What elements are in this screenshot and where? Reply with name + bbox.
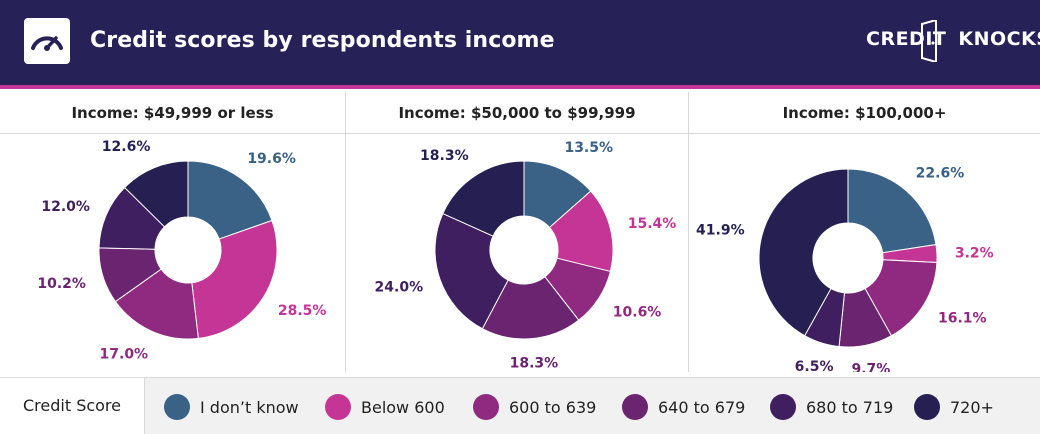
donut-slice bbox=[191, 219, 278, 339]
data-label: 13.5% bbox=[564, 140, 613, 156]
data-label: 16.1% bbox=[938, 311, 987, 327]
legend-swatch bbox=[164, 394, 190, 420]
legend-label: 680 to 719 bbox=[806, 397, 894, 417]
speedometer-icon bbox=[24, 18, 70, 64]
donut-slice bbox=[123, 160, 189, 228]
data-label: 6.5% bbox=[795, 359, 834, 372]
panel-divider bbox=[345, 92, 346, 372]
data-label: 24.0% bbox=[375, 280, 424, 296]
donut-slice bbox=[114, 268, 199, 340]
data-label: 18.3% bbox=[420, 148, 469, 164]
legend-item-600-639: 600 to 639 bbox=[473, 394, 596, 420]
legend: Credit Score I don’t know Below 600 600 … bbox=[0, 377, 1040, 434]
brand-left: CREDIT bbox=[866, 28, 947, 50]
accent-stripe bbox=[0, 85, 1040, 89]
brand-logo: CREDIT KNOCKS bbox=[866, 28, 1040, 50]
panel-divider bbox=[688, 92, 689, 372]
legend-label: 640 to 679 bbox=[658, 397, 746, 417]
data-label: 10.2% bbox=[37, 276, 86, 292]
donut-slice bbox=[187, 160, 273, 240]
data-label: 12.6% bbox=[102, 139, 151, 155]
data-label: 17.0% bbox=[100, 346, 149, 362]
donut-slice bbox=[481, 276, 580, 340]
legend-label: Below 600 bbox=[361, 397, 445, 417]
header-bar: Credit scores by respondents income CRED… bbox=[0, 0, 1040, 85]
charts-area: Income: $49,999 or less Income: $50,000 … bbox=[0, 92, 1040, 372]
legend-swatch bbox=[914, 394, 940, 420]
data-label: 18.3% bbox=[510, 356, 559, 372]
page-title: Credit scores by respondents income bbox=[90, 28, 555, 53]
data-label: 10.6% bbox=[613, 305, 662, 321]
legend-swatch bbox=[473, 394, 499, 420]
donut-slice bbox=[434, 212, 509, 330]
legend-label: 600 to 639 bbox=[509, 397, 597, 417]
donut-slice bbox=[758, 168, 849, 337]
donut-slice bbox=[442, 160, 525, 237]
legend-item-720-plus: 720+ bbox=[914, 394, 994, 420]
door-icon bbox=[921, 20, 937, 62]
legend-title: Credit Score bbox=[0, 378, 145, 434]
legend-swatch bbox=[770, 394, 796, 420]
data-label: 19.6% bbox=[247, 151, 296, 167]
data-label: 28.5% bbox=[278, 303, 327, 319]
legend-swatch bbox=[325, 394, 351, 420]
donut-charts: 19.6% 28.5% 17.0% 10.2% 12.0% 12.6% 13.5% 15.4%… bbox=[37, 139, 994, 372]
data-label: 41.9% bbox=[696, 223, 745, 239]
data-label: 9.7% bbox=[852, 362, 891, 372]
panel-title-low: Income: $49,999 or less bbox=[0, 92, 345, 134]
data-label: 15.4% bbox=[628, 216, 677, 232]
brand-right: KNOCKS bbox=[958, 28, 1040, 50]
panel-title-mid: Income: $50,000 to $99,999 bbox=[346, 92, 688, 134]
legend-item-below-600: Below 600 bbox=[325, 394, 445, 420]
legend-swatch bbox=[622, 394, 648, 420]
legend-label: I don’t know bbox=[200, 397, 299, 417]
legend-item-680-719: 680 to 719 bbox=[770, 394, 893, 420]
data-label: 22.6% bbox=[916, 165, 965, 181]
panel-title-high: Income: $100,000+ bbox=[689, 92, 1040, 134]
legend-item-dont-know: I don’t know bbox=[164, 394, 299, 420]
legend-item-640-679: 640 to 679 bbox=[622, 394, 745, 420]
data-label: 12.0% bbox=[41, 199, 90, 215]
legend-label: 720+ bbox=[950, 397, 994, 417]
data-label: 3.2% bbox=[955, 245, 994, 261]
donut-slice bbox=[847, 168, 937, 254]
